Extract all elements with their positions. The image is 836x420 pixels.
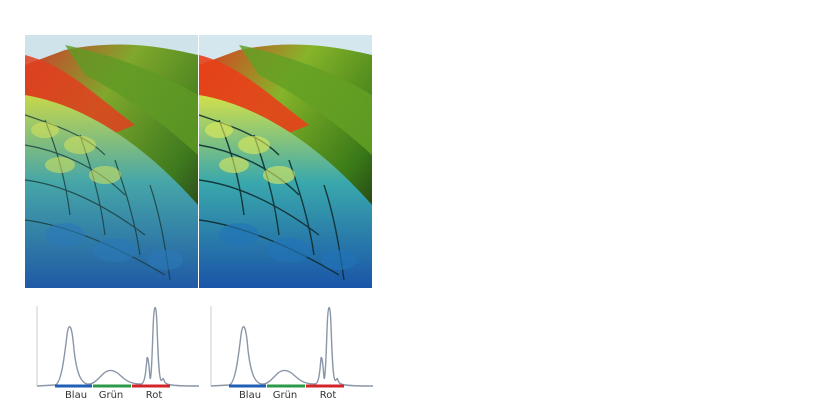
label-gruen: Grün <box>98 390 124 401</box>
macaw-feather-image <box>25 35 198 288</box>
histogram-curve <box>210 306 374 387</box>
panel-original: Blau Grün Rot <box>25 0 200 420</box>
histogram-curve <box>36 306 200 387</box>
macaw-feather-image <box>199 35 372 288</box>
histogram-labels: Blau Grün Rot <box>211 390 373 404</box>
photo-original <box>25 35 198 288</box>
label-blau: Blau <box>238 390 262 401</box>
histogram-labels: Blau Grün Rot <box>37 390 199 404</box>
label-gruen: Grün <box>272 390 298 401</box>
label-rot: Rot <box>145 390 163 401</box>
photo-sharpened <box>199 35 372 288</box>
label-blau: Blau <box>64 390 88 401</box>
histogram <box>210 300 374 392</box>
panel-sharpened: Blau Grün Rot <box>199 0 374 420</box>
label-rot: Rot <box>319 390 337 401</box>
histogram <box>36 300 200 392</box>
